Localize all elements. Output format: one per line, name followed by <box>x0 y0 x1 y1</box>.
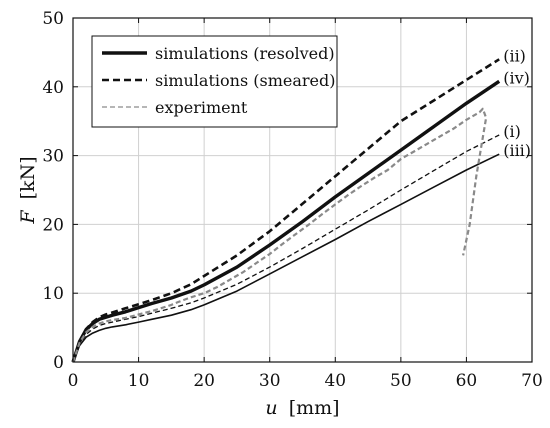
curve-labels: (ii) (iv) (i)(iii) <box>503 46 531 160</box>
x-tick-label: 70 <box>521 371 543 391</box>
series-line <box>72 134 500 363</box>
legend: simulations (resolved) simulations (smear… <box>91 35 338 128</box>
legend-entry-label: simulations (smeared) <box>155 71 335 90</box>
x-tick-label: 20 <box>193 371 215 391</box>
x-tick-label: 40 <box>324 371 346 391</box>
x-tick-label: 50 <box>390 371 412 391</box>
x-tick-label: 60 <box>456 371 478 391</box>
series-line <box>72 153 500 363</box>
y-axis-label: F [kN] <box>17 156 39 224</box>
y-tick-label: 50 <box>42 9 64 29</box>
y-tick-label: 0 <box>53 353 64 373</box>
curve-label: (iii) <box>503 141 531 160</box>
curve-label: (iv) <box>503 68 530 87</box>
series-line <box>71 107 488 363</box>
y-tick-label: 10 <box>42 284 64 304</box>
x-axis-label: u [mm] <box>265 397 339 419</box>
curve-label: (ii) <box>503 46 526 65</box>
legend-entry-label: simulations (resolved) <box>155 44 335 63</box>
y-axis-variable: F <box>17 210 39 225</box>
curve-label: (i) <box>503 122 521 141</box>
axis-ticks: 0 10 20 30 40 50 60 70 0 10 20 30 40 50 <box>42 9 542 391</box>
x-axis-variable: u <box>265 397 277 419</box>
series-line <box>71 79 501 363</box>
y-tick-label: 30 <box>42 147 64 167</box>
y-tick-label: 20 <box>42 215 64 235</box>
x-axis-unit: [mm] <box>289 397 340 419</box>
legend-box <box>91 35 338 128</box>
plot-frame <box>72 17 533 363</box>
x-tick-label: 30 <box>259 371 281 391</box>
legend-entry-label: experiment <box>155 98 248 117</box>
x-tick-label: 10 <box>128 371 150 391</box>
y-tick-label: 40 <box>42 78 64 98</box>
x-tick-label: 0 <box>68 371 79 391</box>
series-lines <box>71 58 501 363</box>
y-axis-unit: [kN] <box>17 156 39 199</box>
